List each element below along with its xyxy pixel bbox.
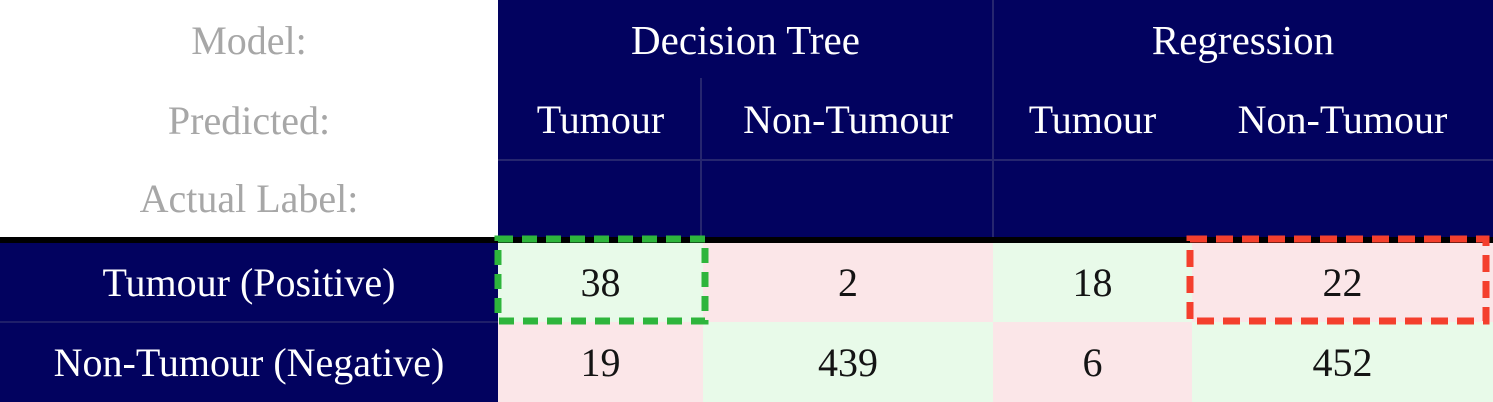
header-vertical-grid-line-dt: [700, 78, 702, 237]
table-header: Decision Tree Regression Tumour Non-Tumo…: [498, 0, 1493, 237]
cell-dt-tumour-actual-negative: 19: [498, 322, 703, 402]
column-header-reg-non-tumour: Non-Tumour: [1237, 96, 1448, 142]
header-vertical-grid-line-groups: [992, 0, 994, 237]
column-header-dt-tumour: Tumour: [536, 96, 665, 142]
cell-dt-non-tumour-actual-negative: 439: [703, 322, 993, 402]
row-divider-line: [0, 321, 498, 323]
cell-dt-tumour-actual-positive: 38: [498, 243, 703, 322]
cell-reg-non-tumour-actual-negative: 452: [1192, 322, 1493, 402]
cell-dt-non-tumour-actual-positive: 2: [703, 243, 993, 322]
column-header-reg-tumour: Tumour: [1028, 96, 1157, 142]
model-axis-label: Model:: [191, 17, 307, 63]
header-horizontal-grid-line: [498, 159, 1493, 161]
column-group-regression: Regression: [1151, 17, 1335, 63]
header-body-separator: [0, 237, 1493, 243]
cell-reg-tumour-actual-positive: 18: [993, 243, 1192, 322]
predicted-axis-label: Predicted:: [167, 97, 331, 143]
row-label-non-tumour-negative: Non-Tumour (Negative): [0, 322, 498, 402]
column-header-dt-non-tumour: Non-Tumour: [743, 96, 953, 142]
cell-reg-tumour-actual-negative: 6: [993, 322, 1192, 402]
row-label-tumour-positive: Tumour (Positive): [0, 243, 498, 322]
column-group-decision-tree: Decision Tree: [631, 17, 860, 63]
cell-reg-non-tumour-actual-positive: 22: [1192, 243, 1493, 322]
actual-axis-label: Actual Label:: [139, 176, 359, 221]
